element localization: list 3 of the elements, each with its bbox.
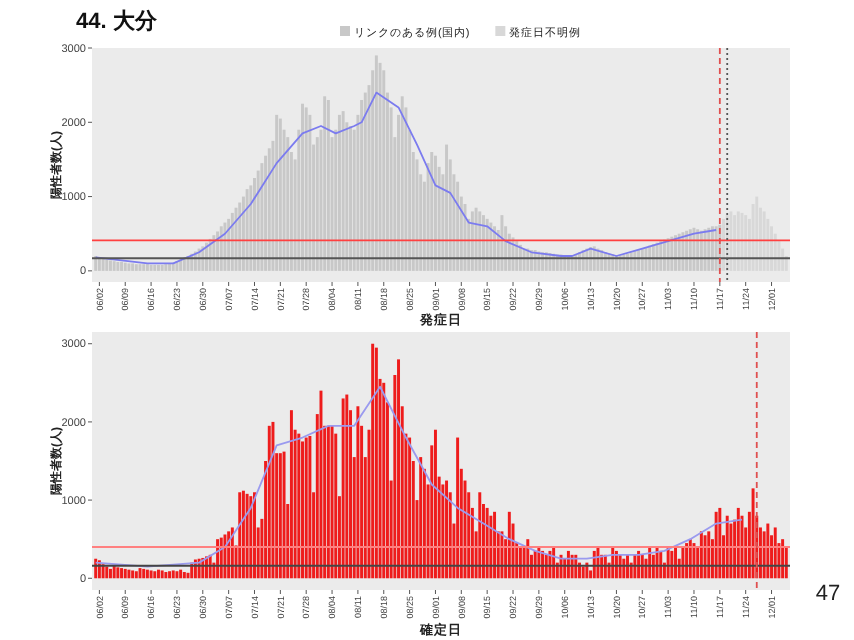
text: 47: [815, 582, 841, 606]
chart-title: 44. 大分: [76, 8, 159, 34]
line-series: [94, 385, 743, 568]
